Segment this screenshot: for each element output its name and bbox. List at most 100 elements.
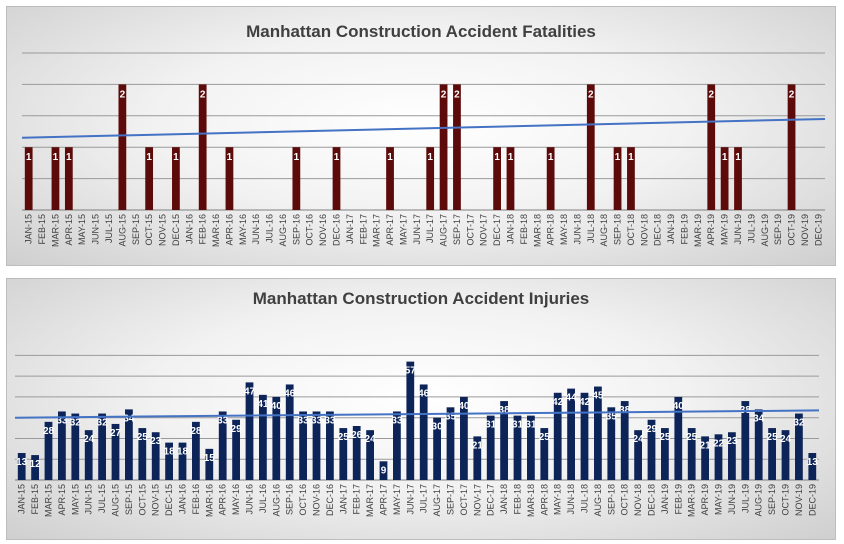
data-label: 1 <box>494 152 500 163</box>
bar <box>232 419 240 480</box>
bar <box>17 453 26 480</box>
x-tick-label: MAR-17 <box>372 214 382 247</box>
bar <box>634 430 642 480</box>
data-label: 25 <box>659 432 671 443</box>
data-label: 40 <box>458 401 470 412</box>
x-tick-label: SEP-19 <box>767 484 777 515</box>
x-tick-label: MAR-18 <box>526 484 536 517</box>
data-label: 18 <box>177 447 189 458</box>
bar <box>352 426 361 480</box>
data-label: 1 <box>508 152 514 163</box>
bar <box>493 147 501 210</box>
data-label: 21 <box>472 440 484 451</box>
bar <box>787 84 796 210</box>
x-tick-label: FEB-16 <box>198 214 208 245</box>
bar <box>486 415 495 480</box>
data-label: 1 <box>722 152 728 163</box>
x-tick-label: NOV-15 <box>158 214 168 246</box>
x-tick-label: JUL-19 <box>746 214 756 243</box>
data-label: 2 <box>588 89 594 100</box>
x-tick-label: JUN-16 <box>251 214 261 245</box>
data-label: 1 <box>548 152 554 163</box>
bar <box>98 413 106 480</box>
x-tick-label: MAY-19 <box>714 484 724 515</box>
data-label: 1 <box>294 152 300 163</box>
bar <box>439 84 448 210</box>
x-tick-label: AUG-19 <box>754 484 764 517</box>
x-tick-label: APR-16 <box>218 484 228 516</box>
bar <box>460 396 468 480</box>
x-tick-label: JUN-18 <box>572 214 582 245</box>
bar <box>172 147 180 210</box>
data-label: 42 <box>552 397 564 408</box>
x-tick-label: APR-19 <box>706 214 716 246</box>
x-tick-label: MAY-18 <box>553 484 563 515</box>
bar <box>339 428 348 480</box>
data-label: 23 <box>150 436 162 447</box>
x-tick-label: DEC-19 <box>807 484 817 516</box>
bar <box>580 392 589 480</box>
bar <box>84 430 93 480</box>
bar <box>178 442 187 480</box>
data-label: 2 <box>441 89 447 100</box>
data-label: 1 <box>66 152 72 163</box>
x-tick-label: JAN-19 <box>666 214 676 244</box>
data-label: 9 <box>381 465 387 476</box>
data-label: 34 <box>123 413 135 424</box>
bar <box>51 147 60 210</box>
bar <box>754 409 763 480</box>
x-tick-label: JUN-15 <box>84 484 94 515</box>
data-label: 1 <box>427 152 433 163</box>
x-tick-label: JAN-16 <box>178 484 188 514</box>
x-tick-label: SEP-18 <box>613 214 623 245</box>
bar <box>393 411 401 480</box>
data-label: 18 <box>164 447 176 458</box>
bar <box>540 428 549 480</box>
data-label: 1 <box>735 152 741 163</box>
x-tick-label: MAY-19 <box>720 214 730 245</box>
x-tick-label: OCT-17 <box>459 484 469 516</box>
bar <box>613 147 622 210</box>
trendline <box>14 409 820 419</box>
data-label: 35 <box>445 411 457 422</box>
bar <box>205 448 214 480</box>
x-tick-label: MAR-15 <box>44 484 54 517</box>
x-tick-label: FEB-15 <box>37 214 47 245</box>
data-label: 32 <box>793 418 805 429</box>
bar <box>627 147 635 210</box>
bar <box>553 392 562 480</box>
data-label: 25 <box>137 432 149 443</box>
bar <box>332 147 341 210</box>
x-tick-label: OCT-19 <box>781 484 791 516</box>
bar <box>299 411 307 480</box>
bar <box>720 147 729 210</box>
x-tick-label: FEB-17 <box>358 214 368 245</box>
x-tick-label: DEC-16 <box>332 214 342 246</box>
bar <box>292 147 301 210</box>
data-label: 21 <box>700 440 712 451</box>
x-tick-label: MAR-19 <box>693 214 703 247</box>
x-tick-label: JAN-15 <box>17 484 27 514</box>
bar <box>594 386 602 480</box>
bar <box>647 419 656 480</box>
bar <box>118 84 127 210</box>
bar <box>453 84 461 210</box>
x-tick-label: MAR-17 <box>365 484 375 517</box>
trendline <box>21 117 826 139</box>
bar <box>225 147 234 210</box>
x-tick-label: DEC-15 <box>171 214 181 246</box>
data-label: 40 <box>271 401 283 412</box>
x-tick-label: JUN-19 <box>733 214 743 245</box>
x-tick-label: MAY-18 <box>559 214 569 245</box>
bar <box>192 421 200 480</box>
x-tick-label: JUN-15 <box>91 214 101 245</box>
x-tick-label: JUL-15 <box>97 484 107 513</box>
injuries-chart-title: Manhattan Construction Accident Injuries <box>252 289 590 308</box>
x-tick-label: MAY-17 <box>392 484 402 515</box>
x-tick-label: NOV-17 <box>479 214 489 246</box>
x-tick-label: AUG-17 <box>439 214 449 247</box>
data-label: 38 <box>619 405 631 416</box>
bar <box>245 382 254 480</box>
data-label: 1 <box>387 152 393 163</box>
x-tick-label: JAN-19 <box>660 484 670 514</box>
